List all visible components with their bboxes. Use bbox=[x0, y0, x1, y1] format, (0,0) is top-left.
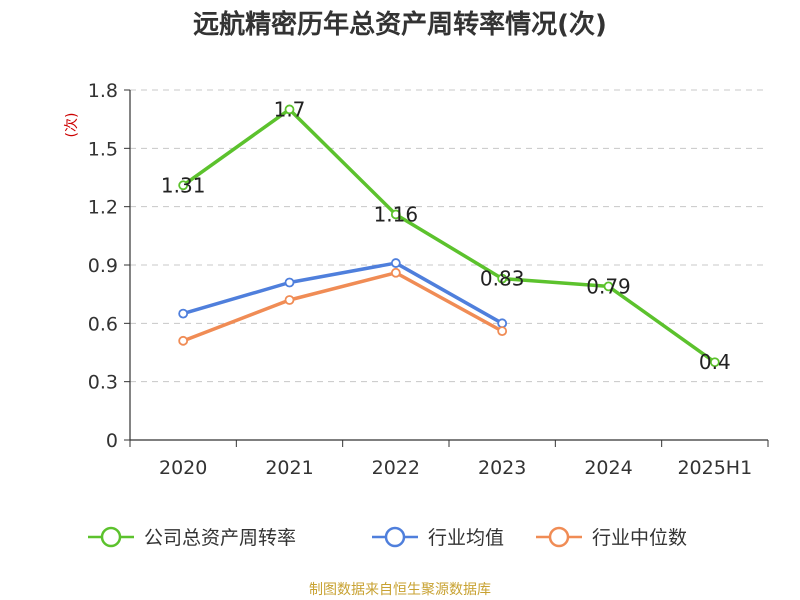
series-line-2 bbox=[181, 271, 504, 343]
data-labels: 1.31 1.7 1.16 0.83 0.79 0.4 bbox=[161, 97, 731, 374]
legend[interactable]: 公司总资产周转率 行业均值 行业中位数 bbox=[88, 526, 687, 549]
source-note: 制图数据来自恒生聚源数据库 bbox=[309, 582, 491, 598]
data-label: 0.79 bbox=[586, 274, 631, 298]
legend-label: 公司总资产周转率 bbox=[144, 527, 296, 549]
legend-item-2[interactable]: 行业中位数 bbox=[536, 526, 687, 549]
legend-swatch-marker bbox=[100, 526, 122, 548]
x-tick-label: 2023 bbox=[478, 457, 526, 479]
data-point bbox=[178, 180, 189, 191]
y-tick-label: 1.8 bbox=[88, 80, 118, 102]
data-label: 1.31 bbox=[161, 173, 206, 197]
data-label: 1.16 bbox=[374, 202, 419, 226]
data-label: 0.83 bbox=[480, 267, 525, 291]
y-tick-label: 0 bbox=[106, 430, 118, 452]
data-point bbox=[284, 277, 295, 288]
y-tick-label: 0.3 bbox=[88, 372, 118, 394]
series-line-0 bbox=[181, 107, 717, 364]
data-point bbox=[390, 209, 401, 220]
data-point bbox=[497, 326, 508, 337]
data-label: 0.4 bbox=[699, 350, 731, 374]
series-line-1 bbox=[181, 261, 504, 326]
data-point bbox=[178, 335, 189, 346]
data-point bbox=[603, 281, 614, 292]
x-tick-label: 2021 bbox=[265, 457, 313, 479]
data-point bbox=[284, 104, 295, 115]
y-tick-label: 0.9 bbox=[88, 255, 118, 277]
x-axis-ticks: 2020 2021 2022 2023 2024 2025H1 bbox=[129, 440, 769, 479]
data-point bbox=[497, 318, 508, 329]
y-tick-label: 0.6 bbox=[88, 313, 118, 335]
legend-item-1[interactable]: 行业均值 bbox=[372, 526, 504, 549]
data-label: 1.7 bbox=[274, 97, 306, 121]
x-tick-label: 2022 bbox=[372, 457, 420, 479]
data-point bbox=[497, 273, 508, 284]
x-tick-label: 2025H1 bbox=[677, 457, 752, 479]
data-point bbox=[178, 308, 189, 319]
legend-item-0[interactable]: 公司总资产周转率 bbox=[88, 526, 296, 549]
data-point bbox=[709, 357, 720, 368]
series-lines bbox=[178, 104, 720, 368]
y-axis-unit-label: (次) bbox=[64, 113, 80, 138]
y-tick-label: 1.5 bbox=[88, 138, 118, 160]
y-tick-label: 1.2 bbox=[88, 197, 118, 219]
legend-swatch-marker bbox=[548, 526, 570, 548]
legend-label: 行业中位数 bbox=[592, 527, 687, 549]
chart-title: 远航精密历年总资产周转率情况(次) bbox=[193, 10, 607, 40]
gridlines bbox=[130, 89, 768, 383]
y-axis-ticks: 0 0.3 0.6 0.9 1.2 1.5 1.8 bbox=[88, 80, 130, 452]
x-tick-label: 2020 bbox=[159, 457, 207, 479]
data-point bbox=[390, 267, 401, 278]
legend-swatch-marker bbox=[384, 526, 406, 548]
legend-label: 行业均值 bbox=[428, 527, 504, 549]
data-point bbox=[284, 295, 295, 305]
x-tick-label: 2024 bbox=[584, 457, 632, 479]
data-point bbox=[390, 258, 401, 268]
